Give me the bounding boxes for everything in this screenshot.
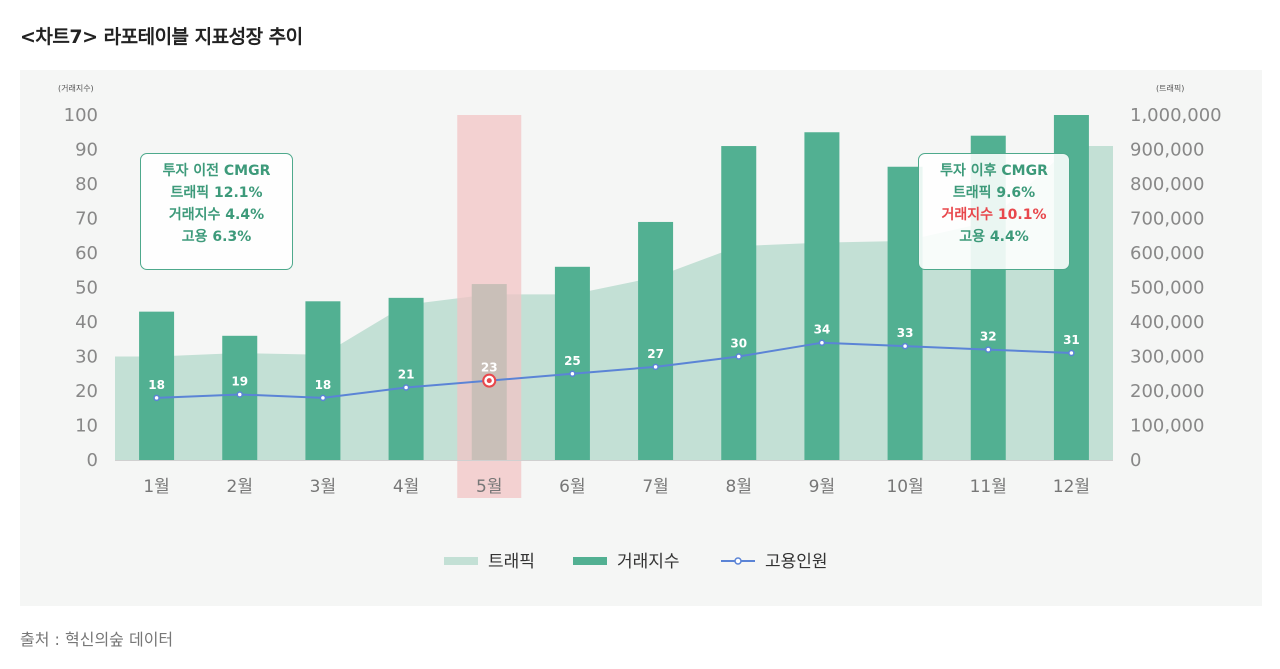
right-tick-label: 100,000 (1130, 416, 1204, 437)
right-tick-label: 500,000 (1130, 278, 1204, 299)
employment-label: 33 (897, 326, 914, 340)
x-tick-label: 5월 (476, 477, 502, 497)
left-tick-label: 70 (75, 209, 98, 230)
right-tick-label: 700,000 (1130, 209, 1204, 230)
left-tick-label: 100 (64, 105, 98, 126)
x-tick-label: 2월 (227, 477, 253, 497)
left-tick-label: 30 (75, 347, 98, 368)
x-tick-label: 1월 (143, 477, 169, 497)
right-tick-label: 0 (1130, 450, 1141, 471)
employment-label: 25 (564, 354, 581, 368)
bar-10월 (887, 166, 923, 460)
right-tick-label: 300,000 (1130, 347, 1204, 368)
legend-swatch-bar (573, 557, 607, 565)
employment-point (319, 394, 327, 402)
left-tick-label: 50 (75, 278, 98, 299)
employment-point (652, 363, 659, 371)
annotation-before-line: 거래지수 4.4% (168, 207, 265, 223)
right-tick-label: 400,000 (1130, 312, 1204, 333)
legend-swatch-marker (734, 557, 742, 565)
annotation-after-line: 고용 4.4% (959, 229, 1029, 245)
annotation-after: 투자 이후 CMGR 트래픽 9.6% 거래지수 10.1% 고용 4.4% (918, 153, 1070, 270)
left-axis-label: (거래지수) (58, 84, 94, 93)
legend-label-line: 고용인원 (765, 552, 828, 572)
employment-label: 19 (231, 374, 248, 388)
employment-point (901, 342, 909, 350)
annotation-before: 투자 이전 CMGR 트래픽 12.1% 거래지수 4.4% 고용 6.3% (140, 153, 293, 270)
employment-label: 18 (315, 378, 332, 392)
left-tick-label: 40 (75, 312, 98, 333)
employment-point (1068, 349, 1075, 357)
right-tick-label: 900,000 (1130, 140, 1204, 161)
bar-8월 (721, 146, 757, 461)
x-tick-label: 3월 (310, 477, 336, 497)
left-tick-label: 10 (75, 416, 98, 437)
x-tick-label: 7월 (642, 477, 668, 497)
left-tick-label: 80 (75, 174, 98, 195)
x-tick-label: 11월 (970, 477, 1007, 497)
employment-point (735, 353, 742, 360)
bar-7월 (638, 221, 674, 460)
right-tick-label: 800,000 (1130, 174, 1204, 195)
x-tick-label: 12월 (1053, 477, 1090, 497)
employment-label: 18 (148, 378, 165, 392)
bar-3월 (305, 301, 341, 460)
annotation-after-line-highlight: 거래지수 10.1% (941, 207, 1047, 223)
bar-6월 (554, 266, 590, 460)
left-tick-label: 60 (75, 243, 98, 264)
right-tick-label: 1,000,000 (1130, 105, 1222, 126)
right-tick-label: 200,000 (1130, 381, 1204, 402)
x-tick-label: 10월 (886, 477, 923, 497)
employment-label: 23 (481, 361, 498, 375)
x-tick-label: 6월 (559, 477, 585, 497)
annotation-after-heading: 투자 이후 CMGR (940, 163, 1048, 179)
annotation-before-heading: 투자 이전 CMGR (162, 163, 271, 179)
highlight-band (457, 115, 522, 498)
employment-point (402, 384, 410, 391)
x-tick-label: 8월 (726, 477, 752, 497)
right-axis-label: (트래픽) (1156, 83, 1184, 93)
bar-4월 (388, 297, 424, 460)
employment-point (236, 391, 243, 398)
employment-label: 30 (730, 337, 747, 351)
bar-1월 (139, 311, 175, 460)
employment-point (818, 339, 826, 346)
employment-point (153, 394, 160, 402)
x-tick-label: 9월 (809, 477, 835, 497)
employment-point (985, 346, 992, 353)
legend-label-traffic: 트래픽 (488, 552, 535, 572)
employment-label: 34 (814, 323, 831, 337)
bar-9월 (804, 132, 840, 460)
employment-label: 27 (647, 347, 664, 361)
employment-point-highlight-dot (486, 378, 492, 384)
bar-2월 (222, 335, 258, 460)
employment-point (569, 370, 576, 377)
x-tick-label: 4월 (393, 477, 419, 497)
employment-label: 32 (980, 330, 997, 344)
traffic-area (115, 146, 1113, 461)
annotation-after-line: 트래픽 9.6% (952, 185, 1036, 201)
legend-label-bar: 거래지수 (617, 552, 680, 572)
source-note: 출처 : 혁신의숲 데이터 (20, 630, 174, 649)
employment-line (156, 341, 1072, 399)
legend-swatch-traffic (444, 557, 478, 565)
right-tick-label: 600,000 (1130, 243, 1204, 264)
left-tick-label: 90 (75, 140, 98, 161)
chart-title: <차트7> 라포테이블 지표성장 추이 (20, 26, 303, 48)
left-tick-label: 0 (87, 450, 98, 471)
left-tick-label: 20 (75, 381, 98, 402)
annotation-before-line: 트래픽 12.1% (170, 185, 263, 201)
annotation-before-line: 고용 6.3% (181, 229, 252, 245)
employment-label: 21 (398, 368, 415, 382)
employment-label: 31 (1063, 333, 1080, 347)
